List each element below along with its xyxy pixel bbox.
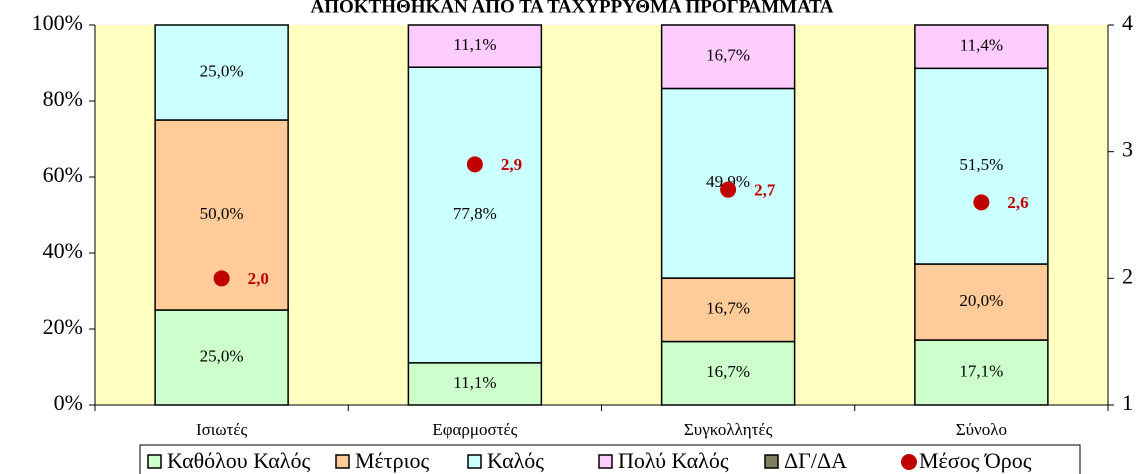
y2-tick-label: 4 [1122, 10, 1133, 35]
bar-segment [407, 24, 543, 68]
legend-label: Πολύ Καλός [618, 448, 729, 473]
bar-segment [914, 339, 1049, 406]
value-label: 20,0% [959, 291, 1003, 310]
y-tick-label: 60% [43, 162, 83, 187]
mean-dot [720, 181, 737, 198]
value-label: 16,7% [706, 299, 750, 318]
y-tick-label: 100% [32, 10, 83, 35]
mean-dot [973, 194, 990, 211]
x-tick-label: Ισιωτές [196, 420, 248, 439]
legend-label: Μέτριος [355, 448, 430, 473]
value-label: 11,4% [960, 36, 1003, 55]
y2-tick-label: 1 [1122, 390, 1133, 415]
bar-segment [914, 67, 1049, 265]
bar-segment [154, 24, 289, 121]
value-label: 11,1% [453, 35, 496, 54]
value-label: 25,0% [200, 61, 244, 80]
legend-swatch [467, 454, 482, 469]
mean-dot [466, 156, 483, 173]
mean-dot [213, 270, 230, 287]
legend-label: ΔΓ/ΔΑ [784, 448, 847, 473]
value-label: 16,7% [706, 362, 750, 381]
value-label: 51,5% [959, 155, 1003, 174]
mean-label: 2,0 [248, 269, 269, 288]
legend-swatch [901, 454, 917, 470]
legend-swatch [335, 454, 350, 469]
value-label: 11,1% [453, 373, 496, 392]
y-tick-label: 0% [54, 390, 83, 415]
legend-swatch [598, 454, 613, 469]
y2-tick-label: 3 [1122, 137, 1133, 162]
value-label: 50,0% [200, 204, 244, 223]
y-tick-label: 20% [43, 314, 83, 339]
y-tick-label: 80% [43, 86, 83, 111]
y-tick-label: 40% [43, 238, 83, 263]
legend-swatch [147, 454, 162, 469]
bar-segment [660, 24, 796, 90]
bar-segment [407, 66, 543, 364]
legend-swatch [764, 454, 779, 469]
value-label: 17,1% [959, 361, 1003, 380]
legend-label: Μέσος Όρος [919, 448, 1032, 473]
bar-segment [660, 277, 796, 343]
value-label: 77,8% [453, 204, 497, 223]
x-tick-label: Συγκολλητές [684, 420, 773, 439]
y2-tick-label: 2 [1122, 263, 1133, 288]
x-tick-label: Σύνολο [956, 420, 1007, 439]
bar-segment [914, 24, 1049, 70]
mean-label: 2,7 [754, 181, 776, 200]
legend-label: Καλός [487, 448, 544, 473]
chart-title: ΑΠΟΚΤΗΘΗΚΑΝ ΑΠΟ ΤΑ ΤΑΧΥΡΡΥΘΜΑ ΠΡΟΓΡΑΜΜΑΤ… [310, 0, 833, 17]
bar-segment [154, 309, 289, 406]
value-label: 25,0% [200, 346, 244, 365]
legend-label: Καθόλου Καλός [167, 448, 310, 473]
bar-segment [660, 340, 796, 406]
x-tick-label: Εφαρμοστές [432, 420, 517, 439]
bar-segment [914, 263, 1049, 341]
mean-label: 2,6 [1007, 193, 1028, 212]
mean-label: 2,9 [501, 155, 522, 174]
value-label: 16,7% [706, 46, 750, 65]
